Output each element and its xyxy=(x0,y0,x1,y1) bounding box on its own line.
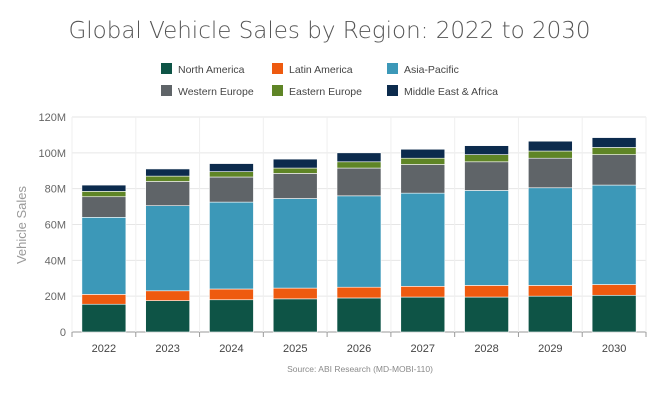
bar-segment xyxy=(591,154,637,186)
x-tick-label: 2030 xyxy=(602,343,626,355)
bar-segment xyxy=(591,184,637,285)
bar-segment xyxy=(145,300,190,333)
y-tick-label: 20M xyxy=(45,291,66,303)
bar-segment xyxy=(336,297,382,333)
bar-segment xyxy=(336,167,382,197)
x-tick-label: 2029 xyxy=(538,343,562,355)
bar-segment xyxy=(464,154,509,163)
bar-segment xyxy=(272,173,318,199)
y-tick-label: 100M xyxy=(38,148,66,160)
x-tick-label: 2026 xyxy=(347,343,371,355)
bar-segment xyxy=(400,286,446,298)
bar-segment xyxy=(209,288,254,301)
bar-segment xyxy=(400,148,446,159)
x-tick-label: 2027 xyxy=(411,343,435,355)
bar-segment xyxy=(272,167,318,174)
bar-segment xyxy=(272,287,318,300)
x-tick-label: 2024 xyxy=(219,343,243,355)
legend: North America Latin America Asia-Pacific We… xyxy=(161,63,498,98)
bar-segment xyxy=(145,290,190,301)
legend-swatch xyxy=(161,85,172,96)
bar-segment xyxy=(81,217,127,295)
bar-segment xyxy=(272,198,318,289)
legend-item[interactable]: Asia-Pacific xyxy=(387,63,459,76)
x-tick-label: 2022 xyxy=(92,343,116,355)
legend-item[interactable]: Latin America xyxy=(272,63,353,76)
legend-label: Middle East & Africa xyxy=(404,86,498,98)
source-note: Source: ABI Research (MD-MOBI-110) xyxy=(287,364,433,374)
bars xyxy=(81,137,637,333)
bar-segment xyxy=(464,296,509,333)
x-tick-label: 2028 xyxy=(474,343,498,355)
bar-segment xyxy=(336,161,382,169)
legend-item[interactable]: Middle East & Africa xyxy=(387,85,498,98)
y-tick-label: 0 xyxy=(60,327,66,339)
bar-segment xyxy=(145,181,190,206)
bar-segment xyxy=(336,195,382,288)
bar-segment xyxy=(464,190,509,286)
bar-segment xyxy=(272,158,318,169)
bar-segment xyxy=(528,187,573,286)
bar-segment xyxy=(209,171,254,178)
bar-segment xyxy=(81,191,127,198)
bar-segment xyxy=(400,192,446,287)
bar-segment xyxy=(528,285,573,297)
y-tick-label: 60M xyxy=(45,220,66,232)
y-tick-label: 120M xyxy=(38,112,66,124)
bar-segment xyxy=(81,294,127,305)
bar-segment xyxy=(81,303,127,333)
legend-label: Western Europe xyxy=(178,86,254,98)
bar-segment xyxy=(145,205,190,292)
bar-segment xyxy=(272,298,318,333)
bar-segment xyxy=(591,294,637,333)
x-axis: 2022 2023 2024 2025 2026 2027 2028 2029 2030 xyxy=(71,332,647,355)
y-tick-label: 40M xyxy=(45,255,66,267)
bar-segment xyxy=(209,299,254,333)
bar-segment xyxy=(400,164,446,194)
bar-segment xyxy=(209,176,254,203)
legend-label: Latin America xyxy=(289,64,353,76)
bar-segment xyxy=(464,285,509,298)
legend-item[interactable]: Eastern Europe xyxy=(272,85,362,98)
legend-item[interactable]: North America xyxy=(161,63,245,76)
bar-segment xyxy=(464,161,509,191)
bar-segment xyxy=(591,137,637,148)
y-axis-label: Vehicle Sales xyxy=(14,185,29,264)
bar-segment xyxy=(209,163,254,172)
legend-label: Eastern Europe xyxy=(289,86,362,98)
bar-segment xyxy=(528,140,573,152)
y-axis: 0 20M 40M 60M 80M 100M 120M xyxy=(38,112,66,339)
bar-segment xyxy=(209,201,254,290)
legend-swatch xyxy=(272,85,283,96)
legend-swatch xyxy=(387,85,398,96)
legend-item[interactable]: Western Europe xyxy=(161,85,254,98)
bar-segment xyxy=(81,196,127,218)
legend-swatch xyxy=(272,63,283,74)
bar-segment xyxy=(591,284,637,296)
bar-segment xyxy=(528,295,573,333)
bar-segment xyxy=(336,152,382,163)
bar-segment xyxy=(400,157,446,165)
y-tick-label: 80M xyxy=(45,184,66,196)
x-tick-label: 2023 xyxy=(155,343,179,355)
bar-segment xyxy=(591,147,637,155)
chart-title: Global Vehicle Sales by Region: 2022 to … xyxy=(68,18,590,44)
bar-segment xyxy=(400,296,446,333)
legend-label: North America xyxy=(178,64,245,76)
bar-segment xyxy=(528,157,573,189)
legend-swatch xyxy=(161,63,172,74)
bar-segment xyxy=(81,184,127,192)
bar-segment xyxy=(145,175,190,182)
legend-label: Asia-Pacific xyxy=(404,64,459,76)
bar-segment xyxy=(464,145,509,155)
bar-segment xyxy=(528,150,573,159)
bar-segment xyxy=(145,168,190,177)
x-tick-label: 2025 xyxy=(283,343,307,355)
bar-segment xyxy=(336,286,382,299)
legend-swatch xyxy=(387,63,398,74)
